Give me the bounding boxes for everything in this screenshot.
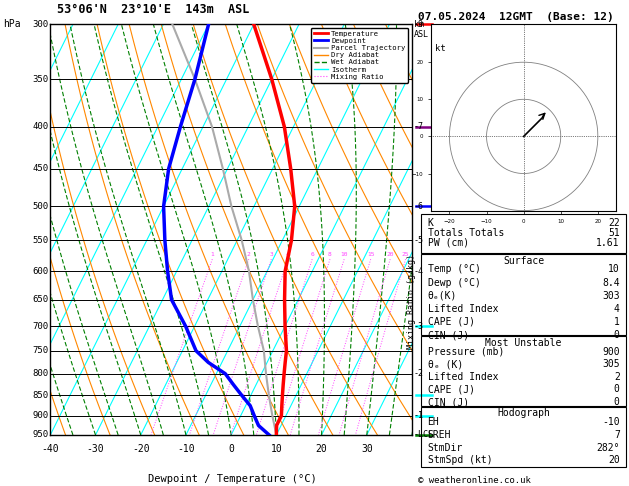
Text: 15: 15 <box>367 252 374 257</box>
Text: -7: -7 <box>414 122 424 131</box>
Text: 07.05.2024  12GMT  (Base: 12): 07.05.2024 12GMT (Base: 12) <box>418 12 614 22</box>
Text: -LCL: -LCL <box>414 431 434 439</box>
Text: CAPE (J): CAPE (J) <box>428 384 474 395</box>
Text: 4: 4 <box>614 304 620 314</box>
Bar <box>421 214 626 253</box>
Text: 600: 600 <box>32 267 48 276</box>
Text: 950: 950 <box>32 431 48 439</box>
Text: 20: 20 <box>316 444 328 454</box>
Text: θₑ(K): θₑ(K) <box>428 291 457 301</box>
Text: 0: 0 <box>614 330 620 340</box>
Text: Temp (°C): Temp (°C) <box>428 264 481 275</box>
Text: 800: 800 <box>32 369 48 378</box>
Text: 900: 900 <box>602 347 620 357</box>
Text: 1.61: 1.61 <box>596 238 620 248</box>
Text: -30: -30 <box>87 444 104 454</box>
Text: SREH: SREH <box>428 430 451 440</box>
Text: 305: 305 <box>602 359 620 369</box>
Text: 10: 10 <box>340 252 348 257</box>
Text: -6: -6 <box>414 202 424 211</box>
Text: 400: 400 <box>32 122 48 131</box>
Text: 2: 2 <box>247 252 250 257</box>
Text: 650: 650 <box>32 295 48 304</box>
Text: 53°06'N  23°10'E  143m  ASL: 53°06'N 23°10'E 143m ASL <box>57 2 249 16</box>
Text: CAPE (J): CAPE (J) <box>428 317 474 327</box>
Text: 0: 0 <box>228 444 234 454</box>
Text: km
ASL: km ASL <box>414 20 429 39</box>
Text: Totals Totals: Totals Totals <box>428 228 504 238</box>
Text: © weatheronline.co.uk: © weatheronline.co.uk <box>418 476 531 485</box>
Text: 22: 22 <box>608 218 620 227</box>
Text: -9: -9 <box>414 20 424 29</box>
Text: 750: 750 <box>32 346 48 355</box>
Text: Most Unstable: Most Unstable <box>486 338 562 347</box>
Text: -4: -4 <box>414 267 424 276</box>
Text: PW (cm): PW (cm) <box>428 238 469 248</box>
Text: EH: EH <box>428 417 439 427</box>
Text: -20: -20 <box>132 444 150 454</box>
Text: -5: -5 <box>414 236 424 245</box>
Text: 700: 700 <box>32 322 48 330</box>
Legend: Temperature, Dewpoint, Parcel Trajectory, Dry Adiabat, Wet Adiabat, Isotherm, Mi: Temperature, Dewpoint, Parcel Trajectory… <box>311 28 408 83</box>
Text: -2: -2 <box>414 369 424 378</box>
Text: Hodograph: Hodograph <box>497 408 550 418</box>
Text: 300: 300 <box>32 20 48 29</box>
Text: -3: -3 <box>414 322 424 330</box>
Text: Dewpoint / Temperature (°C): Dewpoint / Temperature (°C) <box>148 473 317 484</box>
Text: Mixing Ratio (g/kg): Mixing Ratio (g/kg) <box>408 254 416 349</box>
Text: 8: 8 <box>328 252 332 257</box>
Text: 0: 0 <box>614 384 620 395</box>
Text: 1: 1 <box>211 252 214 257</box>
Text: 500: 500 <box>32 202 48 211</box>
Text: 8.4: 8.4 <box>602 278 620 288</box>
Text: 10: 10 <box>608 264 620 275</box>
Text: 282°: 282° <box>596 443 620 452</box>
Text: -1: -1 <box>414 411 424 420</box>
Text: 51: 51 <box>608 228 620 238</box>
Text: 303: 303 <box>602 291 620 301</box>
Text: 6: 6 <box>310 252 314 257</box>
Text: 0: 0 <box>614 397 620 407</box>
Text: StmDir: StmDir <box>428 443 463 452</box>
Text: Pressure (mb): Pressure (mb) <box>428 347 504 357</box>
Text: 900: 900 <box>32 411 48 420</box>
Text: StmSpd (kt): StmSpd (kt) <box>428 455 492 465</box>
Text: 350: 350 <box>32 75 48 84</box>
Text: 550: 550 <box>32 236 48 245</box>
Text: 25: 25 <box>402 252 409 257</box>
Text: θₑ (K): θₑ (K) <box>428 359 463 369</box>
Text: kt: kt <box>435 44 445 53</box>
Text: 20: 20 <box>386 252 394 257</box>
Text: 850: 850 <box>32 391 48 400</box>
Text: CIN (J): CIN (J) <box>428 397 469 407</box>
Text: -40: -40 <box>42 444 59 454</box>
Bar <box>421 254 626 335</box>
Text: 2: 2 <box>614 372 620 382</box>
Bar <box>421 336 626 406</box>
Text: Lifted Index: Lifted Index <box>428 304 498 314</box>
Text: 20: 20 <box>608 455 620 465</box>
Text: Surface: Surface <box>503 256 544 265</box>
Text: K: K <box>428 218 433 227</box>
Text: Lifted Index: Lifted Index <box>428 372 498 382</box>
Text: Dewp (°C): Dewp (°C) <box>428 278 481 288</box>
Text: -10: -10 <box>602 417 620 427</box>
Text: 1: 1 <box>614 317 620 327</box>
Text: 30: 30 <box>361 444 372 454</box>
Text: 10: 10 <box>270 444 282 454</box>
Text: 450: 450 <box>32 164 48 173</box>
Text: 3: 3 <box>269 252 273 257</box>
Bar <box>421 407 626 467</box>
Text: 4: 4 <box>286 252 290 257</box>
Text: -10: -10 <box>177 444 195 454</box>
Text: 7: 7 <box>614 430 620 440</box>
Text: hPa: hPa <box>3 19 21 30</box>
Text: CIN (J): CIN (J) <box>428 330 469 340</box>
